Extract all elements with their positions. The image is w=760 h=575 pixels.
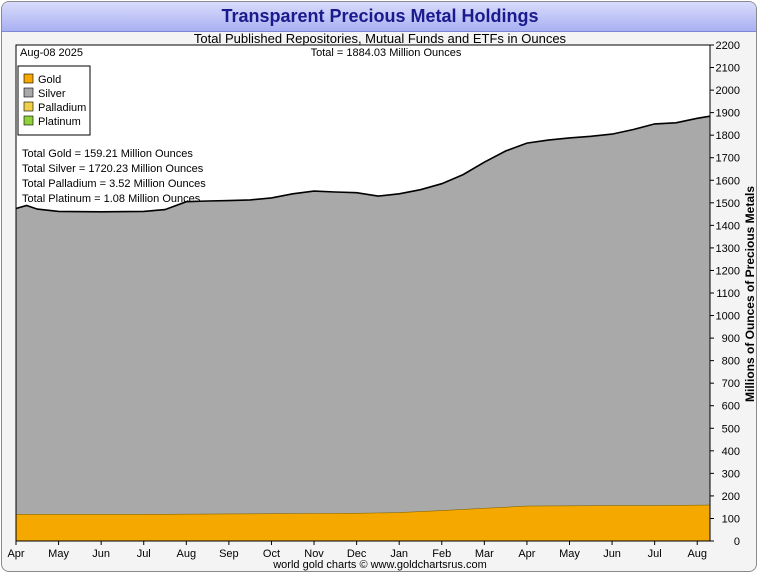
- y-axis-title: Millions of Ounces of Precious Metals: [743, 186, 757, 402]
- gold-line: [16, 504, 711, 515]
- gold-area: [16, 505, 710, 541]
- y-tick-label: 0: [734, 536, 740, 548]
- x-tick-label: Jul: [648, 548, 662, 560]
- y-tick-label: 200: [722, 491, 740, 503]
- y-tick-label: 2100: [716, 63, 740, 75]
- chart-title: Transparent Precious Metal Holdings: [221, 6, 539, 26]
- x-tick-label: Nov: [304, 548, 324, 560]
- y-tick-label: 1500: [716, 198, 740, 210]
- y-tick-label: 1000: [716, 311, 740, 323]
- x-tick-label: Jul: [137, 548, 151, 560]
- x-tick-label: May: [559, 548, 580, 560]
- chart-subtitle: Total Published Repositories, Mutual Fun…: [193, 31, 567, 46]
- y-tick-label: 1400: [716, 220, 740, 232]
- x-tick-label: Feb: [432, 548, 451, 560]
- total-gold-text: Total Gold = 159.21 Million Ounces: [22, 148, 193, 160]
- y-tick-label: 1700: [716, 153, 740, 165]
- x-tick-label: Jun: [92, 548, 110, 560]
- x-tick-label: Apr: [7, 548, 24, 560]
- y-tick-label: 1100: [716, 288, 740, 300]
- y-tick-label: 1800: [716, 130, 740, 142]
- legend-label-silver: Silver: [38, 88, 66, 100]
- total-line: [15, 115, 711, 213]
- y-tick-label: 400: [722, 446, 740, 458]
- legend-swatch-palladium: [23, 101, 34, 112]
- x-tick-label: Apr: [518, 548, 535, 560]
- legend-swatch-silver: [23, 87, 34, 98]
- total-palladium-text: Total Palladium = 3.52 Million Ounces: [22, 178, 206, 190]
- y-tick-label: 700: [722, 378, 740, 390]
- axis-layer: 0 100 200 300 400 500 600 700 800 900 1000 1100 1200…: [7, 40, 740, 560]
- y-tick-label: 1600: [716, 175, 740, 187]
- x-tick-label: Oct: [263, 548, 280, 560]
- series-layer: [15, 115, 711, 541]
- y-tick-label: 600: [722, 401, 740, 413]
- x-tick-label: Mar: [475, 548, 494, 560]
- legend-label-platinum: Platinum: [38, 116, 81, 128]
- footer-credit: world gold charts © www.goldchartsrus.co…: [273, 559, 487, 571]
- y-tick-label: 300: [722, 468, 740, 480]
- y-tick-label: 1300: [716, 243, 740, 255]
- legend-swatch-platinum: [23, 115, 34, 126]
- total-label: Total = 1884.03 Million Ounces: [311, 47, 462, 59]
- y-tick-label: 2000: [716, 85, 740, 97]
- x-tick-label: Aug: [687, 548, 707, 560]
- y-tick-label: 900: [722, 333, 740, 345]
- x-tick-label: May: [48, 548, 69, 560]
- silver-area: [16, 116, 710, 541]
- date-label: Aug-08 2025: [20, 47, 83, 59]
- totals-annotation: Total Gold = 159.21 Million Ounces Total…: [22, 148, 206, 205]
- total-silver-text: Total Silver = 1720.23 Million Ounces: [22, 163, 204, 175]
- y-tick-label: 100: [722, 513, 740, 525]
- y-tick-label: 1200: [716, 265, 740, 277]
- legend: Gold Silver Palladium Platinum: [17, 65, 91, 136]
- x-tick-label: Jun: [603, 548, 621, 560]
- y-tick-label: 500: [722, 423, 740, 435]
- legend-swatch-gold: [23, 73, 34, 84]
- y-tick-label: 1900: [716, 108, 740, 120]
- x-tick-label: Jan: [390, 548, 408, 560]
- legend-label-palladium: Palladium: [38, 102, 86, 114]
- title-bar: Transparent Precious Metal Holdings: [2, 2, 756, 32]
- plot-border: [15, 44, 711, 542]
- legend-label-gold: Gold: [38, 74, 61, 86]
- total-platinum-text: Total Platinum = 1.08 Million Ounces: [22, 193, 201, 205]
- y-tick-label: 800: [722, 356, 740, 368]
- x-tick-label: Sep: [219, 548, 239, 560]
- y-tick-label: 2200: [716, 40, 740, 52]
- x-tick-label: Aug: [177, 548, 197, 560]
- x-tick-label: Dec: [347, 548, 367, 560]
